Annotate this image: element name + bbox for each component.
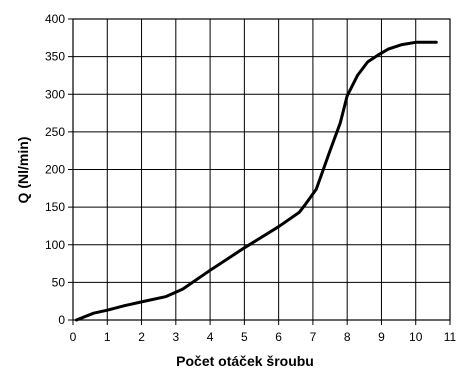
x-tick-label: 3 bbox=[172, 330, 179, 344]
x-tick-label: 7 bbox=[310, 330, 317, 344]
y-tick-label: 0 bbox=[58, 313, 65, 327]
x-tick-label: 2 bbox=[138, 330, 145, 344]
y-tick-label: 200 bbox=[45, 163, 65, 177]
x-tick-label: 10 bbox=[409, 330, 423, 344]
x-tick-label: 0 bbox=[70, 330, 77, 344]
y-tick-label: 350 bbox=[45, 50, 65, 64]
gridlines bbox=[73, 19, 450, 320]
x-tick-label: 8 bbox=[344, 330, 351, 344]
y-tick-label: 400 bbox=[45, 12, 65, 26]
tick-labels: 0 1 2 3 4 5 6 7 8 9 10 11 0 50 100 150 200 250 300 350 400 bbox=[45, 12, 457, 344]
y-tick-label: 150 bbox=[45, 200, 65, 214]
series-line bbox=[74, 40, 438, 322]
y-tick-label: 50 bbox=[52, 275, 66, 289]
x-tick-label: 9 bbox=[378, 330, 385, 344]
x-tick-label: 5 bbox=[241, 330, 248, 344]
y-axis-title: Q (Nl/min) bbox=[15, 137, 31, 204]
tick-marks bbox=[68, 18, 451, 325]
x-tick-label: 1 bbox=[104, 330, 111, 344]
series-layer bbox=[74, 40, 438, 322]
x-tick-label: 6 bbox=[275, 330, 282, 344]
y-tick-label: 300 bbox=[45, 87, 65, 101]
x-tick-label: 11 bbox=[444, 330, 457, 344]
y-tick-label: 100 bbox=[45, 238, 65, 252]
x-tick-label: 4 bbox=[207, 330, 214, 344]
y-tick-label: 250 bbox=[45, 125, 65, 139]
x-axis-title: Počet otáček šroubu bbox=[176, 353, 314, 369]
